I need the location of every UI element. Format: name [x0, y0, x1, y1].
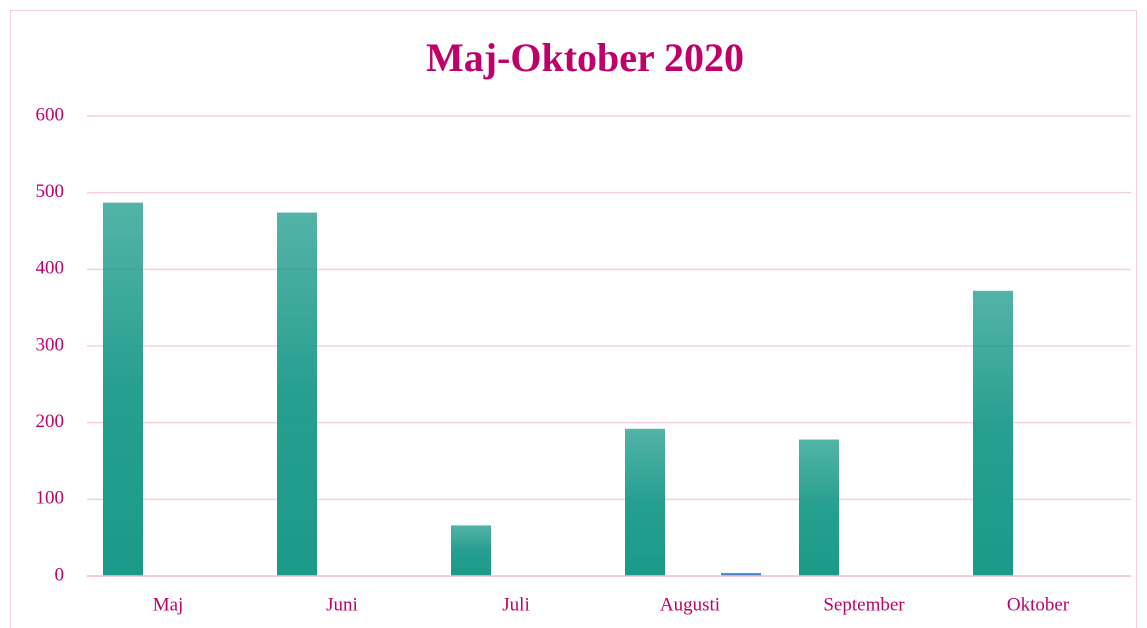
x-tick-label: Oktober — [1007, 594, 1070, 615]
bar — [799, 439, 839, 576]
x-tick-label: Augusti — [660, 594, 720, 615]
x-tick-label: Juni — [326, 594, 358, 615]
y-tick-label: 100 — [36, 488, 65, 509]
bar — [625, 428, 665, 576]
bar — [451, 525, 491, 576]
y-tick-label: 500 — [36, 181, 65, 202]
bar — [277, 212, 317, 576]
y-tick-label: 400 — [36, 258, 65, 279]
y-tick-label: 200 — [36, 411, 65, 432]
y-tick-label: 300 — [36, 334, 65, 355]
chart-title: Maj-Oktober 2020 — [426, 35, 744, 80]
x-tick-label: September — [823, 594, 905, 615]
bar — [973, 290, 1013, 576]
bar — [721, 572, 761, 576]
chart-frame — [10, 10, 1137, 628]
x-tick-label: Maj — [153, 594, 184, 615]
bar — [103, 202, 143, 576]
y-tick-label: 0 — [55, 564, 65, 585]
x-tick-label: Juli — [502, 594, 529, 615]
y-tick-label: 600 — [36, 104, 65, 125]
